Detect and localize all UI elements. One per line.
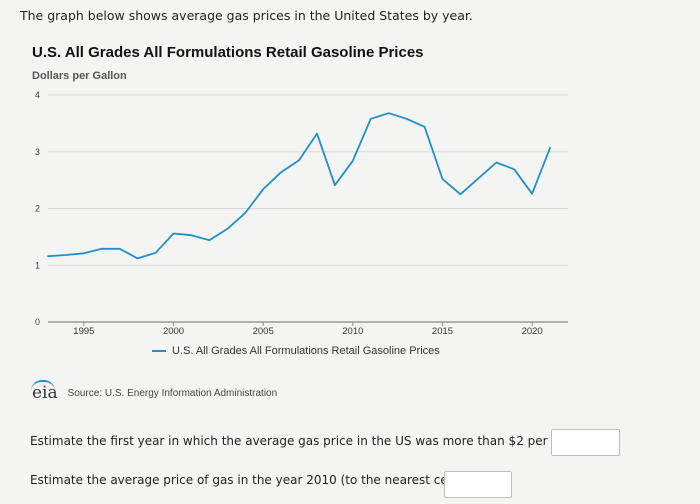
eia-logo-arc bbox=[31, 380, 55, 391]
y-tick-label: 3 bbox=[35, 147, 40, 157]
y-tick-label: 2 bbox=[35, 204, 40, 214]
x-tick-label: 2010 bbox=[342, 326, 363, 337]
question-1-answer-input[interactable] bbox=[551, 429, 620, 456]
legend-swatch bbox=[152, 350, 166, 352]
x-tick-label: 2000 bbox=[163, 326, 184, 337]
y-axis-label: Dollars per Gallon bbox=[32, 70, 127, 82]
question-2-answer-input[interactable] bbox=[444, 471, 512, 498]
chart-source: eia Source: U.S. Energy Information Admi… bbox=[31, 380, 278, 402]
x-tick-label: 2020 bbox=[522, 326, 543, 337]
y-tick-label: 4 bbox=[35, 90, 40, 100]
question-2-text: Estimate the average price of gas in the… bbox=[30, 473, 481, 487]
chart-legend: U.S. All Grades All Formulations Retail … bbox=[152, 345, 440, 357]
source-text: Source: U.S. Energy Information Administ… bbox=[67, 387, 278, 399]
y-tick-label: 0 bbox=[35, 317, 40, 327]
x-tick-label: 2005 bbox=[253, 326, 274, 337]
series-line-gasoline-price bbox=[47, 112, 551, 260]
y-tick-label: 1 bbox=[35, 260, 40, 270]
x-tick-label: 1995 bbox=[73, 326, 94, 337]
eia-logo: eia bbox=[31, 380, 58, 402]
question-1-text: Estimate the first year in which the ave… bbox=[30, 434, 592, 448]
intro-text: The graph below shows average gas prices… bbox=[20, 8, 473, 23]
chart-title: U.S. All Grades All Formulations Retail … bbox=[32, 44, 424, 61]
x-tick-label: 2015 bbox=[432, 326, 453, 337]
legend-label: U.S. All Grades All Formulations Retail … bbox=[172, 345, 440, 357]
